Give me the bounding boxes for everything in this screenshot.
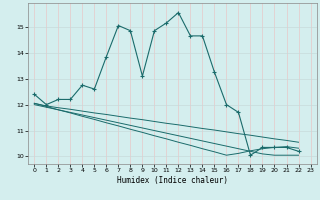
X-axis label: Humidex (Indice chaleur): Humidex (Indice chaleur) bbox=[117, 176, 228, 185]
